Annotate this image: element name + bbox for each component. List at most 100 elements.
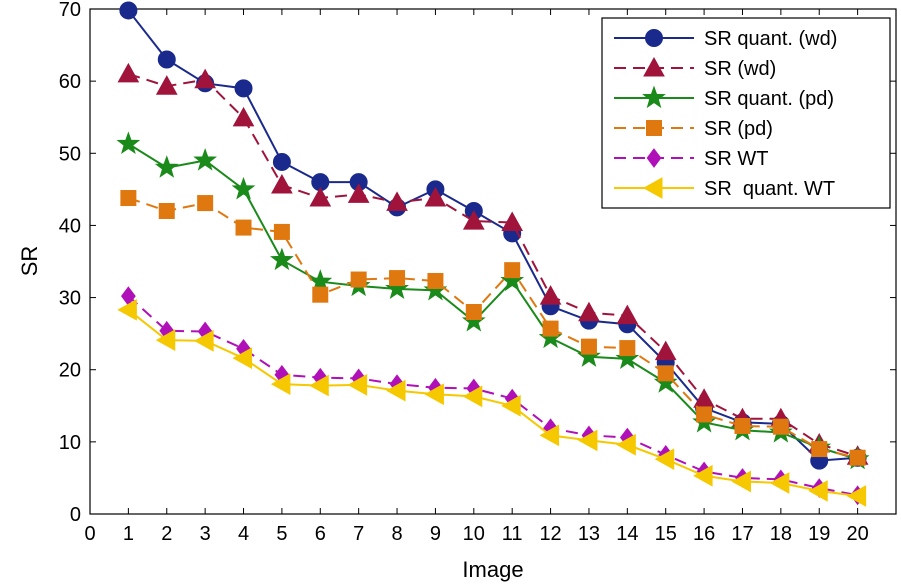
y-tick-label: 10	[59, 432, 81, 454]
data-point	[542, 320, 559, 337]
data-point	[616, 304, 639, 325]
data-point	[232, 347, 253, 370]
data-point	[654, 448, 675, 471]
legend-label: SR (wd)	[704, 58, 776, 80]
data-point	[272, 152, 291, 171]
data-point	[155, 75, 178, 95]
data-point	[772, 418, 789, 435]
data-point	[811, 441, 828, 458]
legend: SR quant. (wd) SR (wd) SR quant. (pd) SR (p…	[601, 17, 891, 209]
data-point	[271, 173, 293, 194]
data-point	[116, 131, 141, 155]
y-tick-label: 20	[59, 360, 81, 382]
x-tick-label: 20	[846, 523, 868, 545]
data-point	[270, 247, 294, 271]
data-point	[616, 433, 636, 456]
data-point	[117, 62, 140, 83]
data-point	[846, 485, 867, 507]
data-point	[619, 340, 636, 357]
data-point	[654, 340, 677, 361]
y-tick-label: 50	[59, 143, 81, 165]
data-point	[734, 417, 751, 434]
axis-ticks: 0 1 2 3 4 5 6 7 8 9 10 11 12 13 14 15 16 17 18 19 2001020304…	[59, 0, 896, 545]
data-point	[808, 480, 828, 502]
y-tick-label: 0	[70, 504, 81, 526]
data-point	[577, 429, 598, 452]
legend-box	[601, 17, 891, 209]
data-point	[580, 338, 597, 355]
y-axis-label: SR	[17, 246, 42, 277]
data-point	[539, 424, 560, 447]
legend-marker	[646, 148, 662, 168]
data-point	[849, 449, 866, 466]
data-point	[117, 298, 137, 321]
data-point	[693, 464, 713, 487]
data-point	[769, 472, 790, 494]
legend-marker	[645, 29, 663, 47]
y-tick-label: 70	[59, 0, 81, 21]
legend-label: SR (pd)	[704, 118, 773, 140]
data-point	[194, 330, 214, 352]
legend-marker	[642, 85, 666, 109]
data-point	[465, 304, 482, 320]
data-point	[657, 365, 674, 382]
legend-entry: SR (wd)	[614, 56, 776, 80]
x-tick-label: 6	[315, 523, 326, 545]
legend-marker	[642, 177, 663, 199]
y-tick-label: 30	[59, 288, 81, 310]
x-tick-label: 4	[238, 523, 249, 545]
data-point	[154, 155, 179, 178]
data-point	[696, 406, 713, 423]
y-tick-label: 60	[59, 71, 81, 93]
x-tick-label: 10	[463, 523, 485, 545]
data-point	[386, 379, 406, 402]
legend-marker	[643, 56, 665, 77]
x-tick-label: 17	[731, 523, 753, 545]
data-point	[193, 148, 218, 171]
legend-entry: SR WT	[614, 148, 768, 170]
data-point	[120, 190, 137, 207]
data-point	[270, 373, 291, 395]
data-point	[347, 183, 370, 203]
series-line	[128, 72, 858, 458]
data-point	[539, 285, 562, 305]
data-point	[501, 211, 524, 232]
data-point	[234, 79, 253, 98]
data-point	[308, 269, 333, 292]
x-tick-label: 11	[502, 523, 523, 545]
legend-label: SR WT	[704, 148, 768, 170]
data-point	[312, 286, 329, 303]
legend-marker	[646, 120, 662, 136]
x-tick-label: 0	[84, 523, 95, 545]
data-point	[731, 470, 751, 493]
x-tick-label: 9	[430, 523, 441, 545]
data-point	[235, 219, 252, 236]
legend-label: SR quant. (wd)	[704, 28, 837, 50]
data-point	[427, 272, 444, 289]
x-axis-label: Image	[462, 557, 523, 582]
legend-label: SR quant. WT	[704, 178, 835, 200]
data-point	[157, 50, 176, 69]
data-point	[386, 191, 408, 211]
x-tick-label: 2	[161, 523, 172, 545]
series-6	[117, 298, 867, 507]
data-point	[424, 383, 444, 406]
data-point	[119, 1, 138, 20]
x-tick-label: 3	[200, 523, 211, 545]
data-point	[158, 203, 175, 219]
data-point	[504, 262, 521, 279]
data-point	[350, 271, 367, 288]
y-tick-label: 40	[59, 215, 81, 237]
data-point	[424, 186, 447, 207]
data-point	[462, 210, 485, 230]
x-tick-label: 16	[693, 523, 715, 545]
legend-entry: SR quant. (wd)	[614, 28, 837, 50]
data-point	[578, 301, 600, 322]
x-tick-label: 7	[353, 523, 364, 545]
data-point	[155, 329, 176, 351]
x-tick-label: 19	[808, 523, 830, 545]
legend-label: SR quant. (pd)	[704, 88, 834, 110]
data-point	[194, 68, 216, 89]
data-point	[231, 176, 256, 200]
